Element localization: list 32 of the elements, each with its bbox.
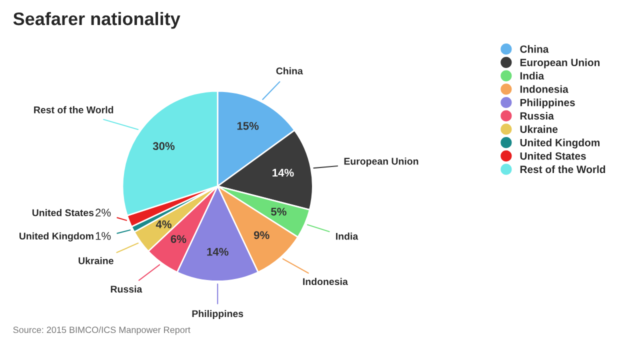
data-label: 15% (237, 122, 259, 130)
data-label: 14% (207, 248, 228, 256)
slice-label: Rest of the World (34, 106, 114, 114)
legend-label: Indonesia (520, 85, 568, 93)
data-label: 1% (96, 232, 111, 240)
data-label: 2% (96, 208, 111, 216)
data-label: 4% (156, 220, 172, 228)
legend-label: United States (520, 152, 586, 160)
chart-title: Seafarer nationality (13, 12, 180, 29)
slice-label: Russia (110, 285, 142, 293)
data-label: 14% (272, 168, 294, 177)
legend-label: India (520, 72, 544, 80)
legend-label: Russia (520, 112, 554, 120)
legend-label: Philippines (520, 98, 575, 108)
slice-label: China (276, 67, 303, 74)
source-note: Source: 2015 BIMCO/ICS Manpower Report (13, 326, 190, 335)
data-label: 9% (254, 231, 270, 240)
slice-label: Philippines (192, 310, 244, 320)
legend-label: European Union (520, 58, 600, 68)
legend-label: United Kingdom (520, 138, 600, 148)
data-label: 30% (152, 142, 175, 150)
slice-label: Indonesia (303, 278, 348, 286)
slice-label: India (336, 232, 358, 240)
slice-label: Ukraine (78, 257, 114, 264)
data-label: 6% (170, 235, 186, 243)
slice-label: United Kingdom (20, 232, 94, 242)
legend-label: Rest of the World (520, 165, 606, 174)
legend-label: Ukraine (520, 125, 558, 133)
slice-label: United States (32, 209, 94, 216)
data-label: 5% (271, 208, 286, 216)
slice-label: European Union (344, 158, 418, 167)
legend-label: China (520, 45, 549, 53)
